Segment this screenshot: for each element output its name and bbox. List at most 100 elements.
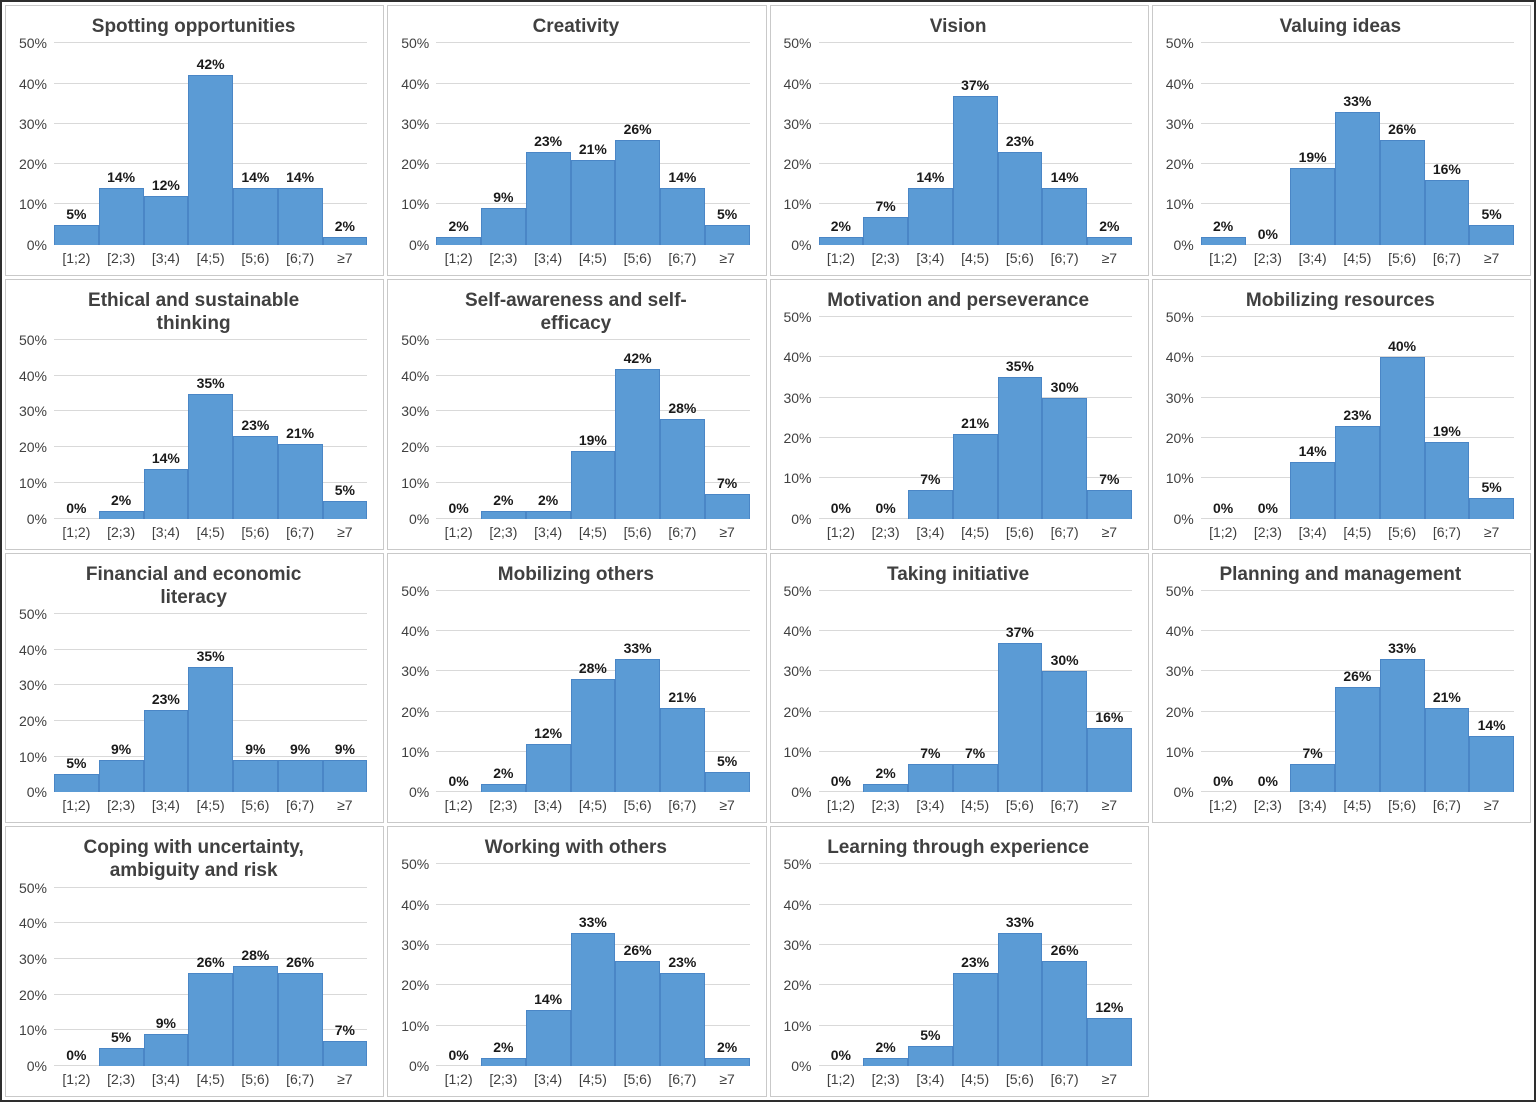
plot-row: 0% 10% 20% 30% 40% 50% 0% 2% 5% 23% 33% 26% 12% [1;2)… bbox=[775, 856, 1142, 1092]
y-axis: 0% 10% 20% 30% 40% 50% bbox=[392, 583, 436, 801]
bar bbox=[525, 152, 571, 245]
x-tick-label: [2;3) bbox=[107, 797, 136, 814]
y-tick-label: 10% bbox=[783, 470, 812, 487]
y-tick-label: 0% bbox=[1173, 784, 1194, 801]
y-tick-label: 50% bbox=[401, 35, 430, 52]
data-label: 14% bbox=[241, 169, 270, 186]
plot-area: 0% 2% 5% 23% 33% 26% 12% bbox=[818, 863, 1132, 1066]
x-tick-label: [1;2) bbox=[444, 249, 473, 266]
plot-column: 0% 2% 5% 23% 33% 26% 12% [1;2) [2;3) [3;4) [4;5) [5… bbox=[818, 863, 1132, 1092]
bar bbox=[997, 377, 1043, 519]
data-label: 2% bbox=[830, 217, 851, 234]
bar bbox=[660, 188, 705, 245]
y-tick-label: 50% bbox=[783, 35, 812, 52]
y-tick-label: 0% bbox=[26, 784, 47, 801]
gridline bbox=[1200, 396, 1514, 398]
y-axis: 0% 10% 20% 30% 40% 50% bbox=[775, 35, 819, 253]
bar bbox=[1087, 727, 1132, 793]
plot-row: 0% 10% 20% 30% 40% 50% 0% 0% 14% 23% 40% 19% 5% [1;2)… bbox=[1157, 309, 1524, 545]
y-tick-label: 50% bbox=[401, 582, 430, 599]
plot-row: 0% 10% 20% 30% 40% 50% 2% 7% 14% 37% 23% 14% 2% [1;2)… bbox=[775, 35, 1142, 271]
y-tick-label: 0% bbox=[409, 1058, 430, 1074]
chart-panel: Valuing ideas 0% 10% 20% 30% 40% 50% 2% 0% 19% 33%… bbox=[1151, 5, 1531, 276]
bar bbox=[481, 1057, 526, 1066]
gridline bbox=[818, 670, 1132, 672]
y-tick-label: 30% bbox=[18, 950, 47, 967]
y-tick-label: 30% bbox=[401, 937, 430, 954]
y-axis: 0% 10% 20% 30% 40% 50% bbox=[1157, 583, 1201, 801]
x-tick-label: [5;6) bbox=[1005, 797, 1034, 814]
bar bbox=[952, 973, 998, 1066]
data-label: 16% bbox=[1432, 161, 1461, 178]
y-tick-label: 40% bbox=[783, 349, 812, 366]
gridline bbox=[818, 944, 1132, 946]
x-tick-label: [4;5) bbox=[961, 797, 990, 814]
data-label: 28% bbox=[578, 660, 607, 677]
x-tick-label: [3;4) bbox=[916, 797, 945, 814]
y-axis: 0% 10% 20% 30% 40% 50% bbox=[775, 309, 819, 527]
data-label: 26% bbox=[286, 954, 315, 971]
data-label: 23% bbox=[534, 133, 563, 150]
x-tick-label: [4;5) bbox=[196, 249, 225, 266]
x-tick-label: [3;4) bbox=[151, 523, 180, 540]
y-tick-label: 30% bbox=[783, 115, 812, 132]
x-tick-label: [4;5) bbox=[578, 1071, 607, 1087]
y-tick-label: 10% bbox=[1165, 743, 1194, 760]
x-tick-label: [4;5) bbox=[961, 1071, 990, 1087]
bar bbox=[1335, 111, 1380, 245]
y-tick-label: 20% bbox=[401, 439, 430, 456]
chart-panel: Taking initiative 0% 10% 20% 30% 40% 50% 0% 2% 7%… bbox=[769, 552, 1149, 824]
y-tick-label: 50% bbox=[401, 856, 430, 873]
gridline bbox=[818, 356, 1132, 358]
chart-title: Mobilizing others bbox=[497, 563, 654, 585]
y-tick-label: 30% bbox=[1165, 115, 1194, 132]
x-tick-label: [6;7) bbox=[286, 797, 315, 814]
y-tick-label: 30% bbox=[1165, 663, 1194, 680]
bar bbox=[908, 1045, 953, 1066]
y-tick-label: 50% bbox=[783, 582, 812, 599]
chart-title: Ethical and sustainable thinking bbox=[88, 289, 300, 334]
bar bbox=[481, 511, 526, 519]
bar bbox=[863, 1057, 908, 1066]
x-axis: [1;2) [2;3) [3;4) [4;5) [5;6) [6;7) ≥7 bbox=[819, 1066, 1132, 1092]
data-label: 0% bbox=[1257, 773, 1278, 790]
x-tick-label: [3;4) bbox=[151, 797, 180, 814]
x-tick-label: [2;3) bbox=[1253, 797, 1282, 814]
bar bbox=[322, 1041, 368, 1066]
plot-column: 0% 2% 2% 19% 42% 28% 7% [1;2) [2;3) [3;4) [4;5) [5;… bbox=[436, 339, 750, 545]
bar bbox=[1087, 490, 1132, 519]
x-axis: [1;2) [2;3) [3;4) [4;5) [5;6) [6;7) ≥7 bbox=[819, 245, 1132, 271]
x-tick-label: ≥7 bbox=[337, 1071, 353, 1087]
data-label: 0% bbox=[830, 1047, 851, 1063]
y-tick-label: 40% bbox=[401, 367, 430, 384]
y-tick-label: 10% bbox=[783, 1017, 812, 1034]
data-label: 23% bbox=[961, 954, 990, 971]
y-tick-label: 20% bbox=[401, 977, 430, 994]
data-label: 21% bbox=[578, 141, 607, 158]
plot-row: 0% 10% 20% 30% 40% 50% 2% 0% 19% 33% 26% 16% 5% [1;2)… bbox=[1157, 35, 1524, 271]
x-axis: [1;2) [2;3) [3;4) [4;5) [5;6) [6;7) ≥7 bbox=[1201, 519, 1514, 545]
x-axis: [1;2) [2;3) [3;4) [4;5) [5;6) [6;7) ≥7 bbox=[1201, 245, 1514, 271]
bar bbox=[1379, 139, 1425, 245]
bar bbox=[615, 368, 660, 519]
gridline bbox=[1200, 589, 1514, 591]
data-label: 30% bbox=[1050, 378, 1079, 395]
bar bbox=[908, 764, 953, 793]
bar bbox=[615, 961, 660, 1066]
bar bbox=[952, 764, 998, 793]
data-label: 7% bbox=[334, 1022, 355, 1039]
bar bbox=[98, 511, 144, 519]
bar bbox=[570, 679, 616, 793]
y-tick-label: 40% bbox=[1165, 623, 1194, 639]
y-tick-label: 50% bbox=[783, 308, 812, 325]
y-tick-label: 10% bbox=[401, 474, 430, 491]
bar bbox=[54, 224, 99, 245]
x-axis: [1;2) [2;3) [3;4) [4;5) [5;6) [6;7) ≥7 bbox=[436, 1066, 749, 1092]
bar bbox=[1469, 735, 1514, 793]
x-axis: [1;2) [2;3) [3;4) [4;5) [5;6) [6;7) ≥7 bbox=[436, 519, 749, 545]
data-label: 2% bbox=[1099, 217, 1120, 234]
plot-column: 0% 2% 7% 7% 37% 30% 16% [1;2) [2;3) [3;4) [4;5) [5;… bbox=[818, 589, 1132, 819]
gridline bbox=[818, 630, 1132, 631]
gridline bbox=[818, 589, 1132, 591]
plot-row: 0% 10% 20% 30% 40% 50% 5% 14% 12% 42% 14% 14% 2% [1;2… bbox=[10, 35, 377, 271]
